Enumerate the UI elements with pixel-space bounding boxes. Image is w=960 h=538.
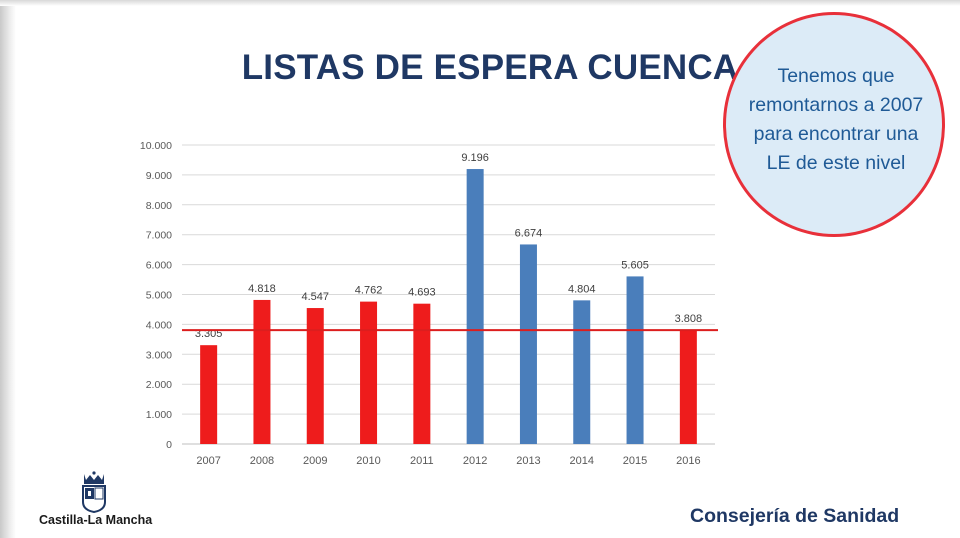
data-label: 4.547 — [301, 291, 329, 303]
bar — [200, 345, 218, 444]
x-tick-label: 2011 — [410, 455, 434, 467]
bar — [466, 169, 484, 444]
y-tick-label: 8.000 — [146, 200, 172, 212]
y-tick-label: 0 — [166, 439, 172, 451]
bar — [573, 300, 591, 444]
y-tick-label: 7.000 — [146, 230, 172, 242]
slide-edge-shadow — [0, 0, 16, 538]
callout-line: Tenemos que — [777, 65, 895, 87]
data-label: 3.305 — [195, 328, 223, 340]
data-label: 4.693 — [408, 287, 436, 299]
footer-text: Consejería de Sanidad — [690, 505, 900, 527]
y-tick-label: 1.000 — [146, 409, 172, 421]
x-tick-label: 2012 — [463, 455, 487, 467]
x-tick-label: 2013 — [516, 455, 540, 467]
callout-circle — [723, 12, 945, 237]
bar — [413, 303, 431, 444]
y-tick-label: 6.000 — [146, 260, 172, 272]
data-label: 5.605 — [621, 259, 649, 271]
x-tick-label: 2014 — [570, 455, 594, 467]
y-tick-label: 4.000 — [146, 319, 172, 331]
bar — [679, 330, 697, 444]
callout-line: LE de este nivel — [766, 152, 906, 174]
slide-title: LISTAS DE ESPERA CUENCA — [241, 48, 739, 87]
y-tick-label: 3.000 — [146, 349, 172, 361]
callout-line: para encontrar una — [753, 123, 919, 145]
logo-text: Castilla-La Mancha — [39, 513, 153, 527]
bar — [626, 276, 644, 444]
slide-top-shadow — [0, 0, 960, 6]
x-tick-label: 2007 — [196, 455, 220, 467]
bar — [306, 308, 324, 444]
bar — [360, 301, 378, 444]
data-label: 3.808 — [675, 313, 703, 325]
bar — [519, 244, 537, 444]
y-tick-label: 5.000 — [146, 290, 172, 302]
x-tick-label: 2009 — [303, 455, 327, 467]
x-tick-label: 2015 — [623, 455, 647, 467]
y-tick-label: 9.000 — [146, 170, 172, 182]
x-tick-label: 2016 — [676, 455, 700, 467]
x-tick-label: 2008 — [250, 455, 274, 467]
callout-line: remontarnos a 2007 — [748, 94, 924, 116]
data-label: 4.762 — [355, 285, 383, 297]
y-tick-label: 2.000 — [146, 379, 172, 391]
data-label: 4.818 — [248, 283, 276, 295]
castilla-la-mancha-logo-icon — [82, 471, 106, 514]
y-tick-label: 10.000 — [140, 140, 172, 152]
x-tick-label: 2010 — [356, 455, 380, 467]
data-label: 4.804 — [568, 283, 596, 295]
data-label: 6.674 — [515, 227, 543, 239]
bar — [253, 299, 271, 444]
data-label: 9.196 — [461, 152, 489, 164]
callout-text: Tenemos que remontarnos a 2007 para enco… — [729, 62, 943, 178]
